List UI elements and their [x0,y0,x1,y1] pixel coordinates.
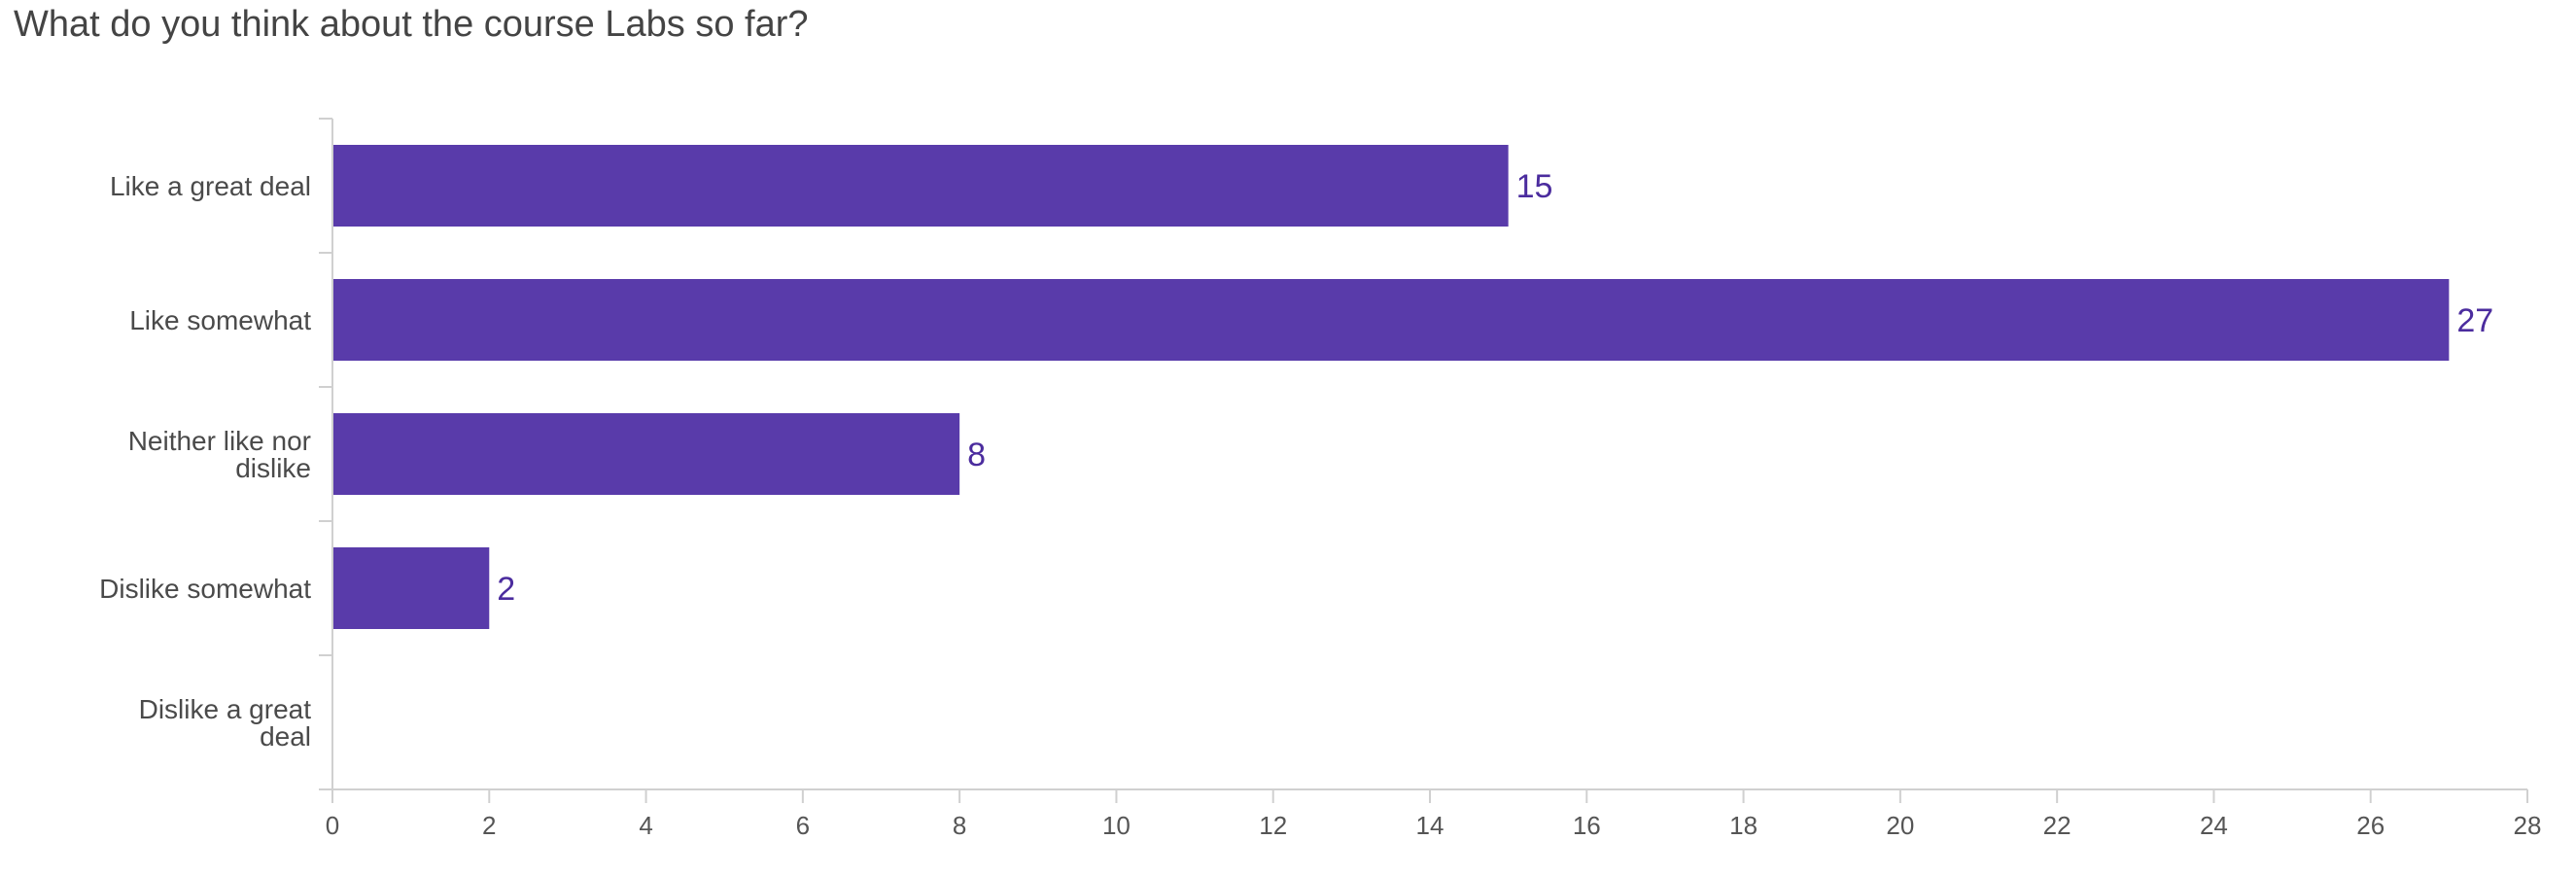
bar [333,547,490,629]
x-tick-label: 2 [482,811,496,840]
x-tick-label: 22 [2043,811,2071,840]
bar [333,279,2450,361]
x-tick-label: 28 [2514,811,2542,840]
bars-group [333,145,2450,629]
x-tick-label: 16 [1573,811,1601,840]
chart-title: What do you think about the course Labs … [14,4,809,45]
x-tick-label: 12 [1259,811,1287,840]
x-tick-label: 4 [639,811,652,840]
x-tick-label: 20 [1886,811,1914,840]
x-tick-label: 8 [953,811,966,840]
category-label: Like a great deal [110,171,311,201]
bar-value-label: 27 [2456,302,2493,339]
category-label: Dislike a great deal [139,694,312,752]
x-tick-label: 0 [326,811,339,840]
bar-value-label: 2 [497,571,515,608]
x-tick-label: 24 [2200,811,2228,840]
x-tick-label: 26 [2356,811,2385,840]
bar [333,413,960,495]
axes-group [319,118,2528,803]
x-tick-label: 10 [1102,811,1131,840]
bar [333,145,1509,227]
x-tick-label: 18 [1729,811,1758,840]
category-label: Dislike somewhat [99,574,311,604]
x-tick-label: 14 [1416,811,1445,840]
category-label: Neither like nor dislike [128,426,311,483]
bar-value-label: 8 [967,437,986,473]
bar-value-label: 15 [1516,168,1553,205]
x-tick-label: 6 [796,811,810,840]
category-label: Like somewhat [129,305,311,335]
